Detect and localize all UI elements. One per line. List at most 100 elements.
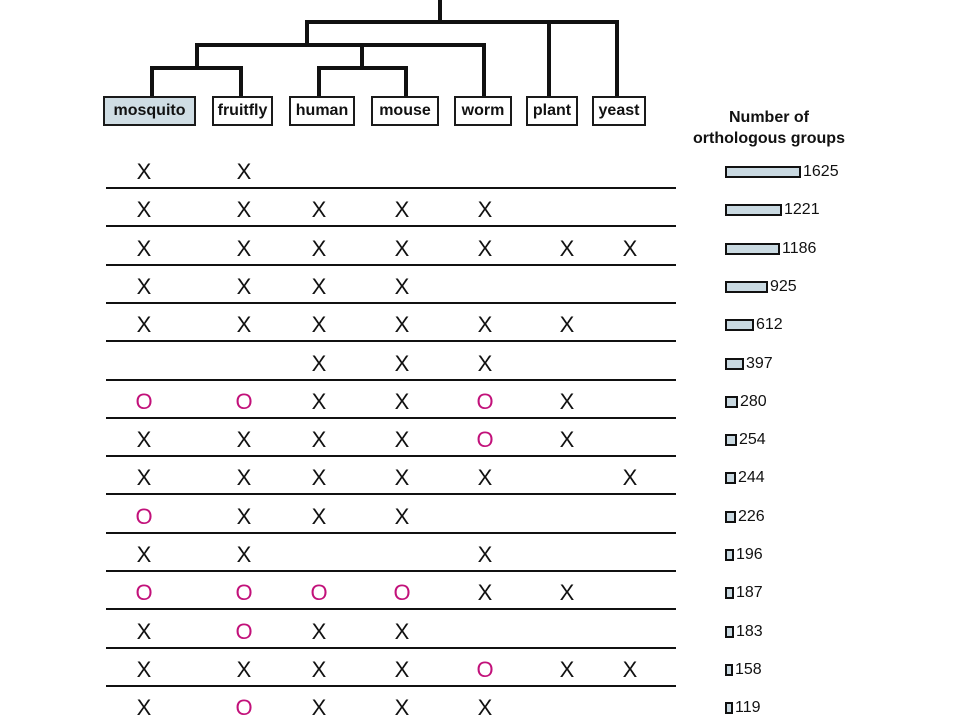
cell-mark-fruitfly: X [236,503,252,529]
cell-mark-human: X [311,273,327,299]
cell-mark-plant: X [559,580,575,606]
count-bar [725,472,736,485]
row-separator [106,608,676,611]
cell-mark-fruitfly: O [235,618,253,644]
row-separator [106,378,676,381]
count-bar [725,663,733,676]
cell-mark-mouse: X [394,312,410,338]
cell-mark-mosquito: X [136,465,152,491]
row-separator [106,684,676,687]
cell-mark-human: X [311,312,327,338]
taxon-yeast: yeast [592,96,646,126]
count-bar [725,319,754,332]
count-header-line-1: Number of [729,109,809,126]
cell-mark-mouse: X [394,350,410,376]
cell-mark-mouse: X [394,235,410,261]
cell-mark-fruitfly: O [235,580,253,606]
row-separator [106,263,676,266]
row-separator [106,531,676,534]
row-separator [106,340,676,343]
cell-mark-mouse: X [394,618,410,644]
count-bar [725,510,736,523]
cell-mark-worm: X [477,695,493,720]
cell-mark-worm: O [476,388,494,414]
count-bar [725,280,768,293]
cell-mark-mouse: X [394,656,410,682]
cell-mark-worm: X [477,542,493,567]
cell-mark-mosquito: X [136,159,152,184]
cell-mark-mouse: X [394,388,410,414]
cell-mark-human: X [311,503,327,529]
phylogenetic-tree [150,0,619,96]
cell-mark-worm: X [477,312,493,338]
cell-mark-mouse: X [394,273,410,299]
count-label: 196 [736,546,763,563]
count-header-line-2: orthologous groups [693,130,845,147]
cell-mark-mosquito: X [136,618,152,644]
taxon-worm: worm [454,96,512,126]
cell-mark-fruitfly: X [236,656,252,682]
cell-mark-human: X [311,197,327,223]
cell-mark-worm: O [476,427,494,453]
count-bar [725,702,733,715]
count-label: 226 [738,507,765,525]
cell-mark-plant: X [559,235,575,261]
taxon-human: human [289,96,355,126]
cell-mark-mosquito: O [135,503,153,529]
count-bar [725,395,738,408]
cell-mark-human: X [311,465,327,491]
cell-mark-plant: X [559,388,575,414]
taxon-plant: plant [526,96,578,126]
row-separator [106,187,676,189]
count-label: 1221 [784,201,820,219]
row-separator [106,646,676,649]
cell-mark-plant: X [559,656,575,682]
cell-mark-mosquito: X [136,235,152,261]
count-label: 1186 [782,239,817,257]
cell-mark-plant: X [559,427,575,453]
cell-mark-fruitfly: X [236,465,252,491]
cell-mark-mosquito: X [136,656,152,682]
cell-mark-mouse: X [394,465,410,491]
cell-mark-mosquito: X [136,273,152,299]
cell-mark-fruitfly: X [236,197,252,223]
count-label: 612 [756,316,783,334]
row-separator [106,493,676,496]
count-label: 254 [739,431,766,449]
count-bar [725,204,782,217]
cell-mark-yeast: X [622,465,638,491]
cell-mark-human: X [311,656,327,682]
cell-mark-fruitfly: X [236,273,252,299]
cell-mark-mosquito: X [136,542,152,567]
cell-mark-mosquito: O [135,388,153,414]
cell-mark-human: X [311,695,327,720]
cell-mark-fruitfly: X [236,427,252,453]
count-label: 925 [770,277,797,295]
cell-mark-worm: X [477,580,493,606]
count-label: 1625 [803,163,839,180]
count-bar [725,587,734,600]
cell-mark-mouse: X [394,695,410,720]
count-bar [725,434,737,447]
cell-mark-human: X [311,618,327,644]
count-label: 183 [736,622,763,640]
cell-mark-human: X [311,350,327,376]
count-label: 187 [736,584,763,602]
count-label: 119 [735,699,761,717]
cell-mark-yeast: X [622,235,638,261]
row-separator [106,301,676,304]
cell-mark-fruitfly: O [235,695,253,720]
cell-mark-worm: X [477,235,493,261]
cell-mark-fruitfly: X [236,235,252,261]
cell-mark-mouse: X [394,427,410,453]
count-bar [725,549,734,561]
cell-mark-fruitfly: X [236,542,252,567]
taxon-fruitfly: fruitfly [212,96,273,126]
cell-mark-worm: X [477,465,493,491]
cell-mark-worm: X [477,197,493,223]
cell-mark-mosquito: X [136,197,152,223]
cell-mark-human: X [311,235,327,261]
count-bar [725,625,734,638]
cell-mark-fruitfly: X [236,312,252,338]
cell-mark-human: X [311,388,327,414]
